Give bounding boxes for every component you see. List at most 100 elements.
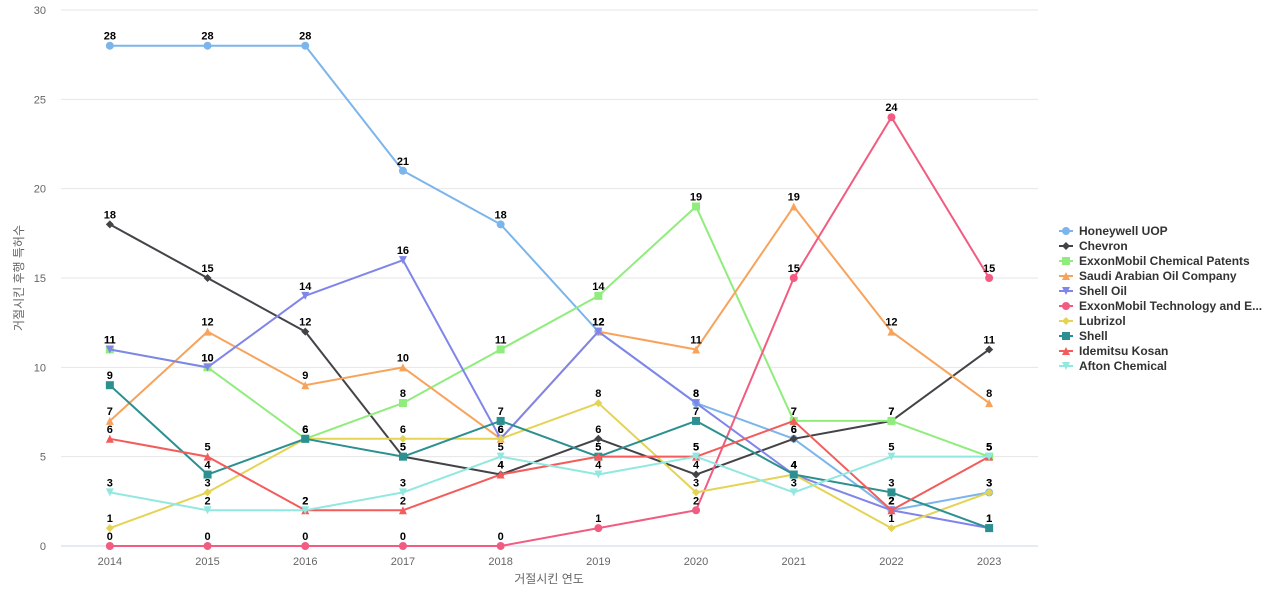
legend-item[interactable]: ExxonMobil Technology and E... xyxy=(1059,299,1262,313)
data-label: 7 xyxy=(107,406,113,418)
data-label: 2 xyxy=(302,495,308,507)
x-axis-title: 거절시킨 연도 xyxy=(514,572,584,586)
data-point xyxy=(398,399,407,408)
data-label: 4 xyxy=(791,460,798,472)
x-tick-label: 2021 xyxy=(782,556,806,568)
data-point xyxy=(203,452,212,461)
data-label: 5 xyxy=(400,442,406,454)
x-tick-label: 2016 xyxy=(293,556,317,568)
data-point xyxy=(985,345,994,354)
data-point xyxy=(203,470,212,479)
data-point xyxy=(301,327,310,336)
data-point xyxy=(789,434,798,443)
legend-marker xyxy=(1062,227,1070,235)
data-label: 11 xyxy=(983,334,995,346)
data-label: 8 xyxy=(693,388,699,400)
data-label: 5 xyxy=(986,442,992,454)
data-label: 7 xyxy=(693,406,699,418)
data-label: 9 xyxy=(302,370,308,382)
legend-item[interactable]: Honeywell UOP xyxy=(1059,224,1168,238)
x-tick-label: 2017 xyxy=(391,556,415,568)
legend-marker xyxy=(1062,302,1070,310)
data-label: 4 xyxy=(595,460,602,472)
data-label: 5 xyxy=(888,442,894,454)
data-label: 10 xyxy=(397,352,409,364)
legend-item[interactable]: ExxonMobil Chemical Patents xyxy=(1059,254,1250,268)
data-label: 19 xyxy=(690,192,702,204)
data-point xyxy=(105,434,114,443)
data-label: 12 xyxy=(201,317,213,329)
x-tick-label: 2014 xyxy=(98,556,122,568)
data-label: 6 xyxy=(791,424,797,436)
data-label: 8 xyxy=(400,388,406,400)
y-tick-label: 25 xyxy=(34,94,46,106)
data-label: 15 xyxy=(983,263,995,275)
legend-item[interactable]: Shell Oil xyxy=(1059,284,1127,298)
series-line xyxy=(108,384,991,530)
data-label: 0 xyxy=(498,531,504,543)
series-line xyxy=(108,116,991,547)
data-label: 6 xyxy=(791,424,797,436)
data-label: 6 xyxy=(302,424,308,436)
data-label: 4 xyxy=(498,460,505,472)
data-label: 6 xyxy=(498,424,504,436)
data-label: 7 xyxy=(888,406,894,418)
data-point xyxy=(692,452,701,461)
data-point xyxy=(398,506,407,515)
data-label: 2 xyxy=(888,495,894,507)
legend-item[interactable]: Afton Chemical xyxy=(1059,359,1167,373)
legend-marker xyxy=(1062,362,1070,370)
legend-item[interactable]: Lubrizol xyxy=(1059,314,1126,328)
data-label: 7 xyxy=(791,406,797,418)
data-point xyxy=(594,327,603,336)
legend-item[interactable]: Saudi Arabian Oil Company xyxy=(1059,269,1237,283)
data-label: 3 xyxy=(107,477,113,489)
data-point xyxy=(496,452,505,461)
data-label: 11 xyxy=(495,334,507,346)
data-label: 4 xyxy=(791,460,798,472)
data-label: 11 xyxy=(104,334,116,346)
data-label: 1 xyxy=(107,513,113,525)
x-tick-label: 2023 xyxy=(977,556,1001,568)
legend-item[interactable]: Shell xyxy=(1059,329,1108,343)
data-label: 21 xyxy=(397,156,409,168)
legend-item[interactable]: Chevron xyxy=(1059,239,1128,253)
data-label: 7 xyxy=(498,406,504,418)
data-point xyxy=(985,524,994,533)
data-label: 2 xyxy=(888,495,894,507)
data-point xyxy=(301,506,310,515)
legend-marker xyxy=(1062,287,1070,295)
data-point xyxy=(496,542,505,550)
data-point xyxy=(692,470,701,479)
data-point xyxy=(887,524,896,533)
data-label: 5 xyxy=(595,442,601,454)
x-tick-label: 2019 xyxy=(586,556,610,568)
legend-marker xyxy=(1062,347,1070,355)
data-label: 6 xyxy=(400,424,406,436)
data-point xyxy=(398,256,407,265)
data-label: 5 xyxy=(204,442,210,454)
data-point xyxy=(496,416,505,425)
data-label: 4 xyxy=(204,460,211,472)
data-point xyxy=(594,434,603,443)
data-point xyxy=(301,381,310,390)
data-point xyxy=(594,470,603,479)
data-point xyxy=(105,416,114,425)
data-label: 28 xyxy=(104,31,116,43)
data-point xyxy=(105,524,114,533)
data-point xyxy=(985,452,994,461)
legend-item[interactable]: Idemitsu Kosan xyxy=(1059,344,1168,358)
legend-label: Afton Chemical xyxy=(1079,359,1167,373)
data-point xyxy=(203,363,212,372)
data-label: 5 xyxy=(595,442,601,454)
y-axis-title: 거절시킨 후행 특허수 xyxy=(11,225,26,331)
data-label: 16 xyxy=(397,245,409,257)
data-label: 15 xyxy=(201,263,213,275)
data-label: 7 xyxy=(888,406,894,418)
data-label: 2 xyxy=(302,495,308,507)
data-label: 0 xyxy=(400,531,406,543)
data-point xyxy=(496,345,505,354)
series-line xyxy=(108,402,991,530)
data-point xyxy=(789,470,798,479)
